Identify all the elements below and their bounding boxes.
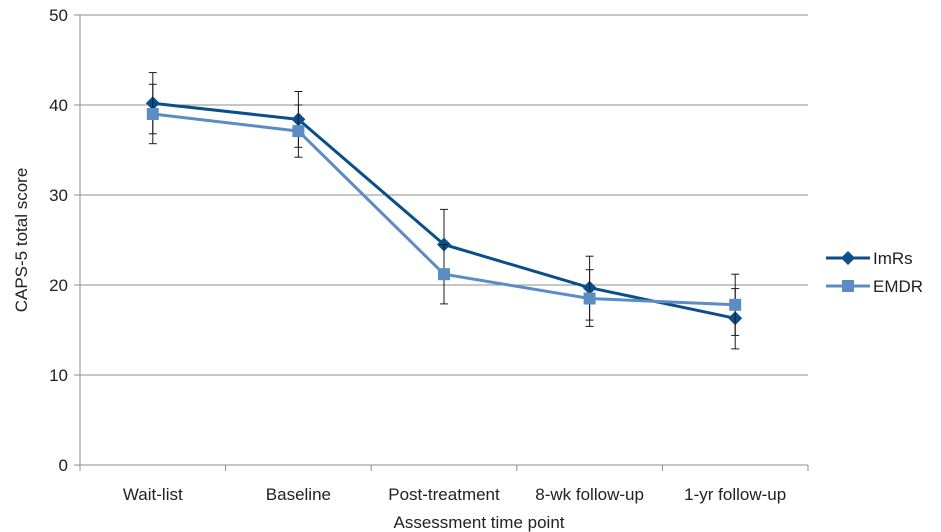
legend-item-imrs: ImRs bbox=[826, 249, 913, 268]
x-tick-label: Post-treatment bbox=[388, 485, 500, 504]
data-point bbox=[583, 292, 596, 305]
data-point bbox=[146, 108, 159, 120]
legend-label: ImRs bbox=[873, 249, 913, 268]
y-tick-labels: 0 10 20 30 40 50 bbox=[49, 6, 68, 475]
y-tick-label: 10 bbox=[49, 366, 68, 385]
x-tick-label: Wait-list bbox=[123, 485, 183, 504]
y-tick-label: 0 bbox=[59, 456, 68, 475]
legend-marker bbox=[842, 280, 854, 292]
gridlines bbox=[80, 14, 808, 376]
data-point bbox=[729, 298, 742, 311]
x-tick-label: 1-yr follow-up bbox=[684, 485, 786, 504]
data-point bbox=[292, 125, 305, 138]
legend: ImRs EMDR bbox=[826, 249, 923, 296]
data-point bbox=[438, 268, 450, 281]
y-tick-label: 20 bbox=[49, 276, 68, 295]
series-imrs bbox=[145, 72, 743, 350]
legend-label: EMDR bbox=[873, 277, 923, 296]
legend-marker bbox=[841, 251, 855, 265]
x-tick-labels: Wait-list Baseline Post-treatment 8-wk foll… bbox=[123, 485, 786, 504]
y-tick-label: 30 bbox=[49, 186, 68, 205]
series-emdr bbox=[146, 83, 742, 336]
y-tick-label: 50 bbox=[49, 6, 68, 25]
series-layer bbox=[145, 72, 743, 350]
x-tick-label: 8-wk follow-up bbox=[535, 485, 644, 504]
x-axis-title: Assessment time point bbox=[393, 513, 564, 532]
legend-item-emdr: EMDR bbox=[826, 277, 923, 296]
y-axis-title: CAPS-5 total score bbox=[12, 168, 31, 313]
x-tick-label: Baseline bbox=[266, 485, 331, 504]
axes bbox=[74, 14, 809, 471]
y-tick-label: 40 bbox=[49, 96, 68, 115]
